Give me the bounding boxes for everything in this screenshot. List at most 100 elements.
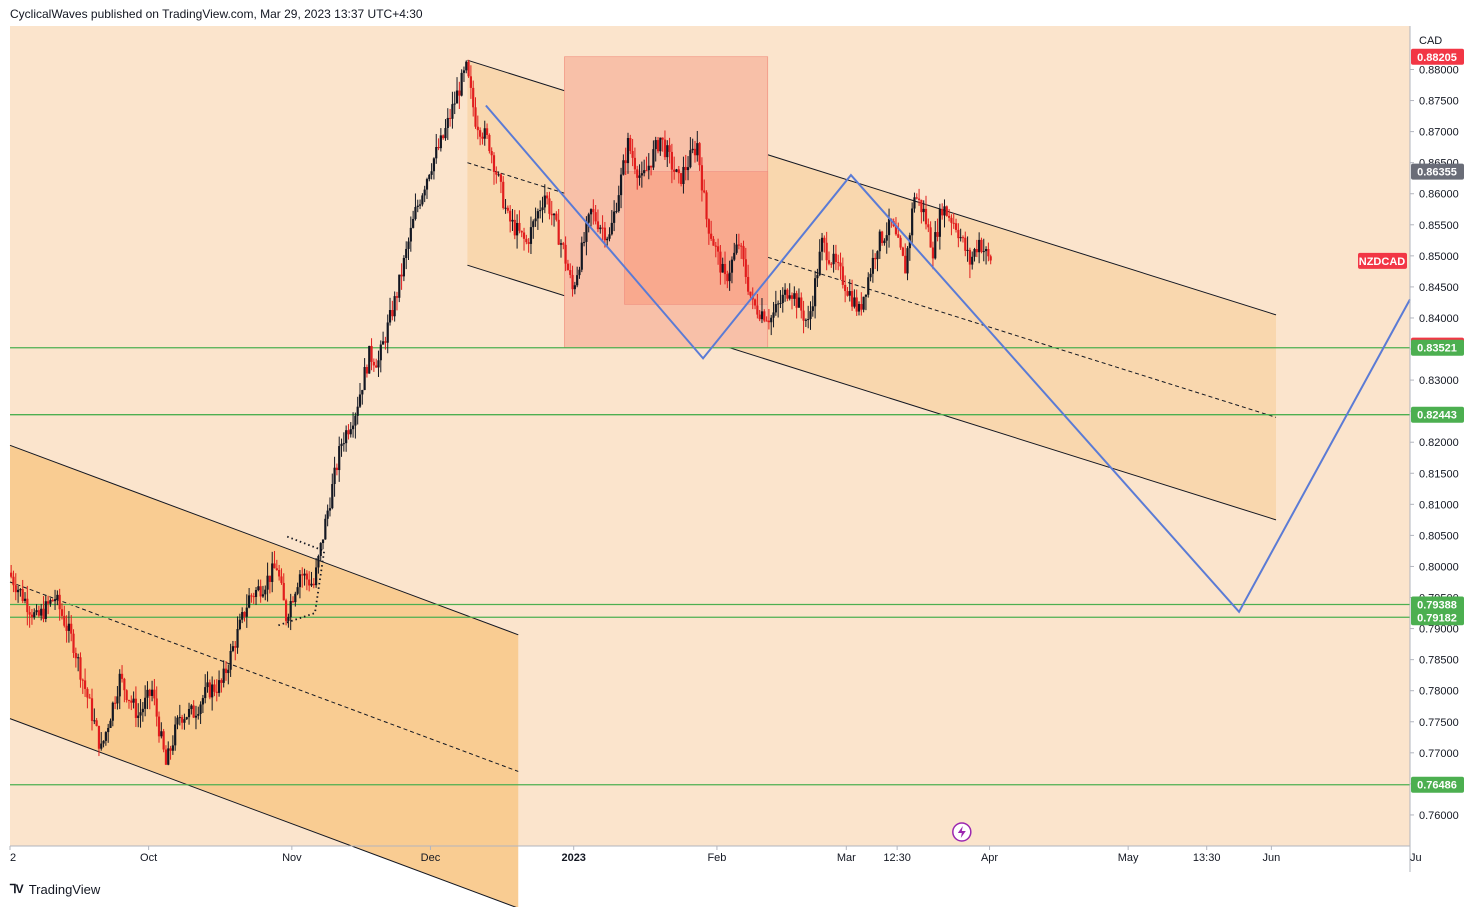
candle-body bbox=[338, 446, 341, 471]
candle-body bbox=[541, 207, 544, 211]
candle-body bbox=[582, 241, 586, 243]
lightning-icon[interactable] bbox=[952, 822, 972, 842]
price-tick-label: 0.87000 bbox=[1419, 127, 1459, 139]
candle-body bbox=[490, 151, 493, 156]
candle-body bbox=[234, 646, 237, 648]
candle-body bbox=[199, 704, 202, 714]
price-tick-label: 0.78500 bbox=[1419, 655, 1459, 667]
candle-body bbox=[809, 311, 812, 320]
candle-body bbox=[603, 227, 606, 241]
candle-body bbox=[832, 253, 835, 265]
candle-body bbox=[559, 243, 563, 245]
price-tick-label: 0.76000 bbox=[1419, 810, 1459, 822]
candle-body bbox=[980, 239, 983, 252]
candle-body bbox=[543, 195, 546, 208]
candle-body bbox=[645, 170, 648, 172]
candle-body bbox=[93, 720, 96, 722]
candle-body bbox=[127, 700, 131, 702]
candle-body bbox=[878, 231, 881, 252]
candle-body bbox=[351, 425, 355, 430]
candle-body bbox=[779, 303, 782, 305]
candle-body bbox=[155, 698, 158, 717]
candle-body bbox=[636, 169, 639, 178]
candle-body bbox=[497, 174, 500, 176]
candle-body bbox=[850, 291, 854, 307]
candle-body bbox=[578, 269, 581, 276]
candle-body bbox=[978, 239, 981, 253]
candle-body bbox=[231, 646, 235, 651]
price-label-box bbox=[1411, 406, 1464, 423]
candle-body bbox=[569, 270, 572, 275]
time-tick-label: 12:30 bbox=[883, 852, 911, 864]
price-tick-label: 0.84500 bbox=[1419, 282, 1459, 294]
candle-body bbox=[153, 689, 156, 699]
candle-body bbox=[941, 209, 944, 216]
candle-body bbox=[693, 148, 697, 156]
candle-body bbox=[444, 128, 447, 139]
candle-body bbox=[922, 208, 925, 213]
zones-layer bbox=[564, 56, 769, 349]
candle-body bbox=[777, 303, 780, 305]
candle-body bbox=[402, 257, 405, 277]
candle-body bbox=[395, 296, 399, 298]
candle-body bbox=[682, 166, 685, 185]
candle-body bbox=[423, 189, 426, 196]
candle-body bbox=[100, 743, 103, 749]
candle-body bbox=[712, 238, 715, 246]
candle-body bbox=[820, 237, 824, 252]
candle-body bbox=[703, 190, 706, 193]
candle-body bbox=[65, 625, 68, 631]
candle-body bbox=[51, 600, 54, 602]
candle-body bbox=[913, 197, 916, 209]
candle-body bbox=[345, 430, 348, 444]
tradingview-logo-icon[interactable]: ⅂V bbox=[10, 882, 24, 896]
candle-body bbox=[520, 230, 523, 233]
candle-body bbox=[273, 563, 276, 569]
candle-body bbox=[606, 238, 609, 241]
candle-body bbox=[109, 720, 112, 728]
candle-body bbox=[215, 691, 218, 693]
time-tick-label: Feb bbox=[707, 852, 726, 864]
candle-body bbox=[797, 297, 801, 308]
candle-body bbox=[952, 222, 955, 224]
candle-body bbox=[705, 192, 708, 220]
candle-body bbox=[950, 217, 953, 223]
candle-body bbox=[120, 673, 124, 679]
price-label-box bbox=[1411, 609, 1464, 626]
candle-body bbox=[515, 222, 519, 236]
candle-body bbox=[391, 310, 394, 317]
candle-body bbox=[181, 717, 184, 723]
candle-body bbox=[201, 698, 205, 705]
footer-brand[interactable]: TradingView bbox=[28, 881, 101, 897]
candle-body bbox=[631, 151, 634, 158]
candle-body bbox=[943, 206, 946, 216]
candle-body bbox=[67, 623, 71, 631]
candles-layer bbox=[10, 59, 992, 766]
candle-body bbox=[740, 245, 743, 247]
candle-body bbox=[386, 322, 389, 343]
candle-body bbox=[472, 87, 475, 108]
candle-body bbox=[957, 229, 960, 239]
candle-body bbox=[987, 249, 990, 257]
candle-body bbox=[571, 274, 574, 290]
candle-body bbox=[576, 275, 579, 286]
candle-body bbox=[763, 311, 766, 321]
candle-body bbox=[197, 713, 200, 716]
candle-body bbox=[610, 222, 613, 235]
candle-body bbox=[347, 430, 350, 435]
candle-body bbox=[310, 583, 313, 586]
candle-body bbox=[416, 205, 419, 208]
candle-body bbox=[315, 567, 318, 586]
candle-body bbox=[795, 293, 798, 308]
candle-body bbox=[95, 720, 98, 726]
candle-body bbox=[405, 248, 408, 258]
candle-body bbox=[770, 317, 773, 323]
candle-body bbox=[689, 150, 692, 168]
candle-body bbox=[624, 160, 627, 164]
candle-body bbox=[973, 249, 976, 257]
candle-body bbox=[437, 147, 440, 149]
candle-body bbox=[349, 429, 352, 435]
candle-body bbox=[964, 237, 967, 251]
candle-body bbox=[222, 668, 225, 683]
